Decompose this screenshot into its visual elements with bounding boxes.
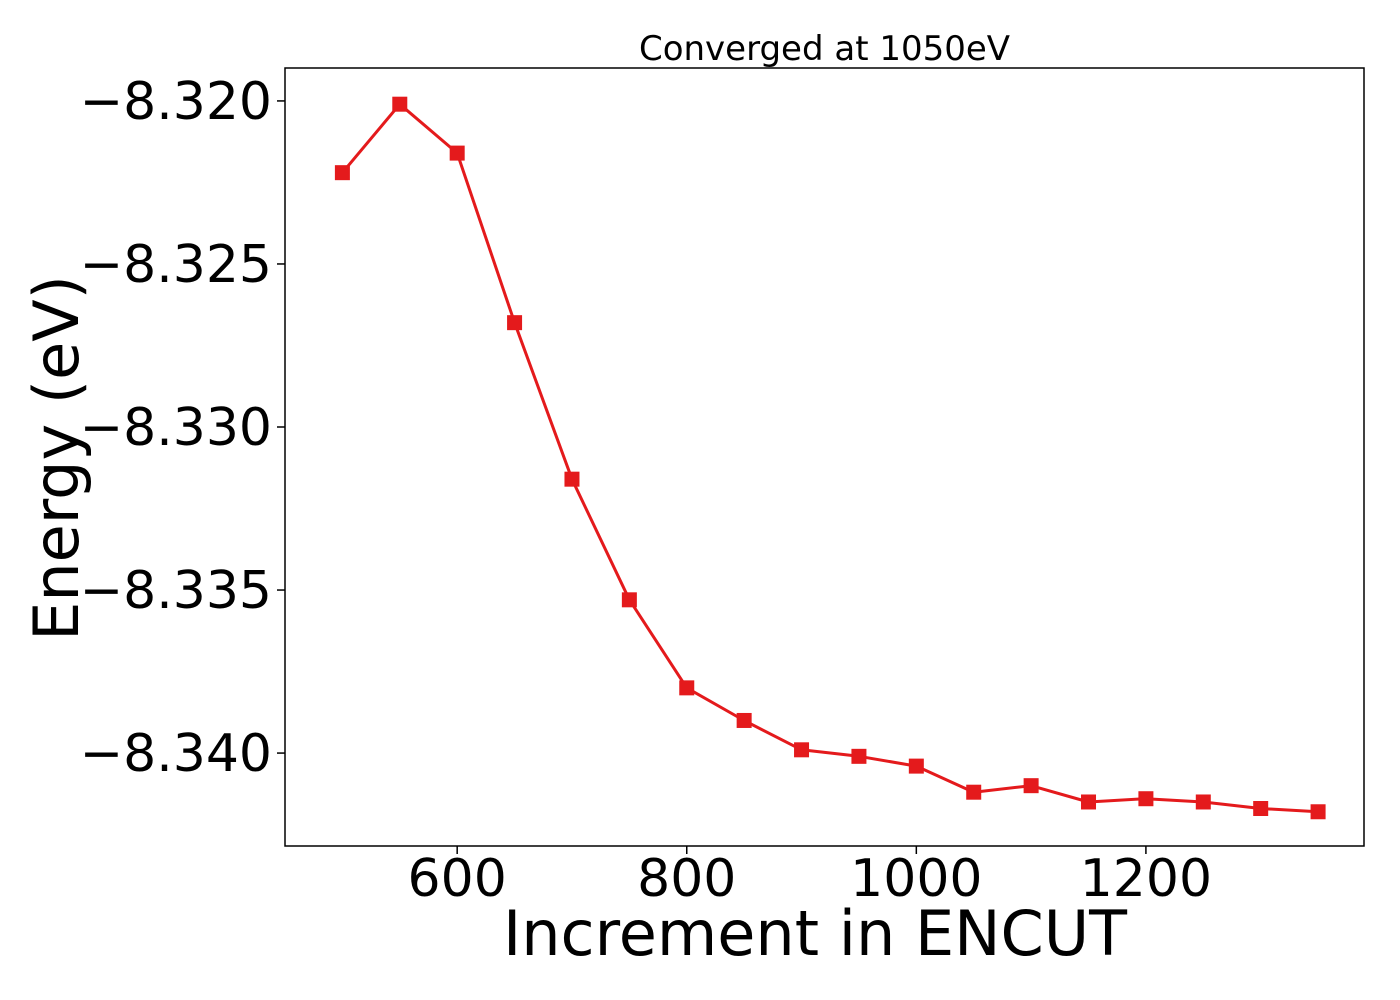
data-point-marker bbox=[1310, 804, 1326, 820]
data-point-marker bbox=[1138, 791, 1154, 807]
y-axis-label: Energy (eV) bbox=[20, 275, 93, 641]
data-point-marker bbox=[621, 592, 637, 608]
data-point-marker bbox=[1195, 794, 1211, 810]
x-tick-label: 800 bbox=[637, 849, 736, 909]
y-tick-label: −8.335 bbox=[80, 561, 272, 621]
x-tick-label: 600 bbox=[408, 849, 507, 909]
data-point-marker bbox=[966, 784, 982, 800]
x-axis-label: Increment in ENCUT bbox=[503, 897, 1128, 970]
data-point-marker bbox=[449, 145, 465, 161]
data-point-marker bbox=[679, 680, 695, 696]
data-point-marker bbox=[507, 315, 523, 331]
data-point-marker bbox=[736, 712, 752, 728]
data-point-marker bbox=[908, 758, 924, 774]
data-point-marker bbox=[794, 742, 810, 758]
data-point-marker bbox=[392, 96, 408, 112]
y-axis-ticks: −8.320 −8.325 −8.330 −8.335 −8.340 bbox=[80, 72, 285, 784]
series-layer bbox=[334, 96, 1326, 820]
data-point-marker bbox=[1023, 778, 1039, 794]
y-tick-label: −8.320 bbox=[80, 72, 272, 132]
data-point-marker bbox=[1253, 801, 1269, 817]
y-tick-label: −8.325 bbox=[80, 235, 272, 295]
data-point-marker bbox=[1081, 794, 1097, 810]
x-axis-ticks: 600 800 1000 1200 bbox=[408, 846, 1212, 909]
series-line bbox=[341, 102, 1319, 814]
y-tick-label: −8.340 bbox=[80, 724, 272, 784]
chart-title: Converged at 1050eV bbox=[639, 29, 1010, 69]
data-point-marker bbox=[334, 165, 350, 181]
x-tick-label: 1200 bbox=[1080, 849, 1212, 909]
x-tick-label: 1000 bbox=[850, 849, 982, 909]
data-point-marker bbox=[851, 748, 867, 764]
y-tick-label: −8.330 bbox=[80, 398, 272, 458]
plot-area bbox=[284, 67, 1365, 847]
data-point-marker bbox=[564, 471, 580, 487]
